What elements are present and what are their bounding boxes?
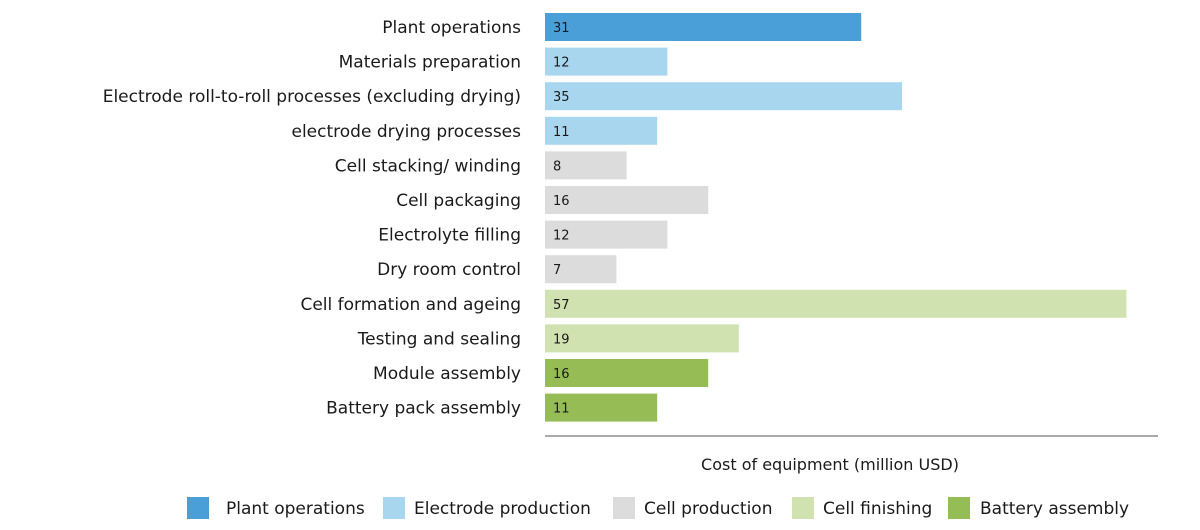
legend-swatch	[792, 497, 814, 519]
bars-group	[545, 13, 1127, 422]
data-label: 11	[553, 125, 570, 140]
category-label: Module assembly	[373, 364, 521, 384]
legend-label: Cell production	[644, 499, 772, 519]
bar	[545, 186, 709, 214]
data-label: 57	[553, 298, 570, 313]
data-label: 8	[553, 159, 561, 174]
data-label: 19	[553, 332, 570, 347]
x-axis-title: Cost of equipment (million USD)	[701, 455, 959, 474]
bar	[545, 116, 658, 145]
data-label: 16	[553, 194, 570, 209]
bar	[545, 359, 709, 387]
legend-label: Cell finishing	[823, 499, 932, 519]
category-label: Cell packaging	[396, 191, 521, 211]
data-label: 11	[553, 402, 570, 417]
legend-swatch	[613, 497, 635, 519]
category-label: Testing and sealing	[357, 329, 521, 349]
bar	[545, 47, 668, 76]
data-label: 35	[553, 90, 570, 105]
category-label: Electrolyte filling	[378, 226, 521, 246]
bar	[545, 151, 627, 180]
bar	[545, 13, 862, 41]
legend-swatch	[187, 497, 209, 519]
category-label: Cell formation and ageing	[300, 295, 521, 315]
category-label: Electrode roll-to-roll processes (exclud…	[103, 87, 521, 107]
category-label: electrode drying processes	[292, 122, 522, 142]
legend: Plant operations Electrode production Cell…	[187, 497, 1129, 519]
legend-label: Electrode production	[414, 499, 591, 519]
category-label: Battery pack assembly	[326, 399, 521, 419]
legend-swatch	[383, 497, 405, 519]
legend-label: Battery assembly	[980, 499, 1129, 519]
bar	[545, 393, 658, 422]
data-label: 31	[553, 21, 570, 36]
data-label: 12	[553, 56, 570, 71]
bar	[545, 289, 1127, 318]
bar	[545, 255, 617, 284]
data-label: 12	[553, 229, 570, 244]
bar	[545, 220, 668, 249]
legend-swatch	[948, 497, 970, 519]
category-label: Plant operations	[382, 18, 521, 38]
category-label: Cell stacking/ winding	[335, 156, 521, 176]
value-labels-group: 31 12 35 11 8 16 12 7 57 19 16 11	[553, 21, 570, 417]
legend-label: Plant operations	[226, 499, 365, 519]
data-label: 16	[553, 367, 570, 382]
category-labels-group: Plant operations Materials preparation Ele…	[103, 18, 521, 419]
bar	[545, 82, 902, 111]
bar	[545, 324, 739, 353]
category-label: Materials preparation	[339, 53, 521, 73]
data-label: 7	[553, 263, 561, 278]
category-label: Dry room control	[377, 260, 521, 280]
